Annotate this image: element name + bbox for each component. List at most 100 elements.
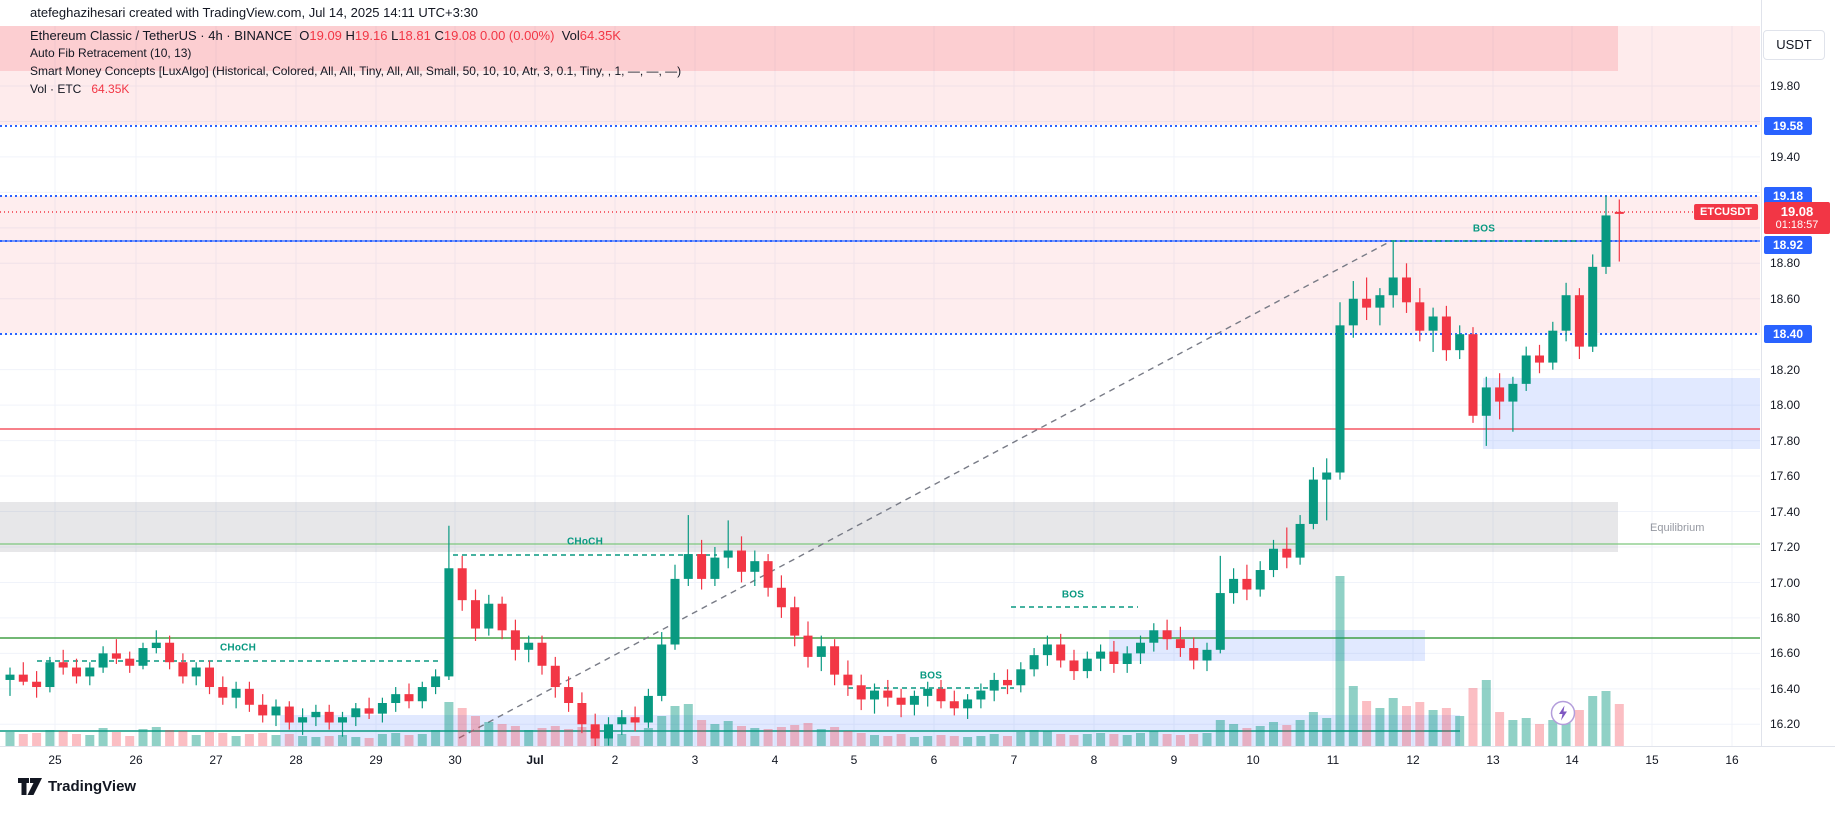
equilibrium-label: Equilibrium — [1650, 522, 1705, 534]
candle — [697, 554, 707, 579]
price-tick-label: 18.20 — [1770, 363, 1801, 377]
candle — [1508, 383, 1518, 402]
candle — [510, 630, 520, 650]
tradingview-logo[interactable]: TradingView — [18, 778, 136, 795]
candle — [1202, 649, 1212, 661]
price-tick-label: 17.60 — [1770, 469, 1801, 483]
fib-level-badge: 18.40 — [1764, 325, 1812, 343]
candle — [165, 642, 175, 663]
candle — [231, 688, 241, 698]
price-axis[interactable]: 19.80 19.40 18.80 18.60 18.20 18.00 17.80 17.60… — [1761, 0, 1835, 746]
price-tick-label: 19.80 — [1770, 79, 1801, 93]
candle — [32, 681, 42, 688]
candle — [856, 685, 866, 700]
candle — [1561, 295, 1571, 331]
legend-smc-row[interactable]: Smart Money Concepts [LuxAlgo] (Historic… — [30, 63, 681, 80]
bar-countdown: 01:18:57 — [1775, 219, 1819, 231]
candle — [125, 658, 135, 666]
trendline[interactable] — [458, 240, 1392, 739]
candle — [750, 561, 760, 572]
time-tick-label: 30 — [448, 753, 462, 767]
ohlc-value: 18.81 — [398, 28, 435, 43]
legend-autofib-row[interactable]: Auto Fib Retracement (10, 13) — [30, 45, 681, 62]
candle — [1375, 295, 1385, 308]
fib-level-badge: 19.18 — [1764, 187, 1812, 205]
time-tick-label: Jul — [526, 753, 544, 767]
candle — [776, 587, 786, 608]
price-tick-label: 17.40 — [1770, 505, 1801, 519]
candle — [1308, 479, 1318, 524]
time-tick-label: 16 — [1725, 753, 1739, 767]
smc-bos-label: BOS — [1472, 223, 1496, 235]
ohlc-key: H — [345, 28, 355, 43]
last-price-badge: 19.08 01:18:57 — [1764, 202, 1830, 234]
price-tick-label: 18.60 — [1770, 292, 1801, 306]
candle — [1082, 658, 1092, 672]
candle — [577, 703, 587, 725]
currency-toggle-button[interactable]: USDT — [1763, 30, 1825, 60]
candle — [404, 694, 414, 702]
candle — [484, 603, 494, 629]
flash-icon[interactable] — [1550, 700, 1576, 726]
candle — [1402, 277, 1411, 303]
legend-symbol-row[interactable]: Ethereum Classic / TetherUS · 4h · BINAN… — [30, 27, 681, 44]
candle — [843, 674, 853, 686]
candle — [1388, 277, 1398, 296]
time-tick-label: 27 — [209, 753, 223, 767]
price-tick-label: 18.00 — [1770, 398, 1801, 412]
candle — [1056, 644, 1066, 661]
time-tick-label: 14 — [1565, 753, 1579, 767]
change-value: 0.00 (0.00%) — [480, 28, 555, 43]
candle — [909, 695, 919, 705]
time-tick-label: 11 — [1326, 753, 1340, 767]
candle — [298, 717, 308, 723]
candle — [1574, 295, 1584, 347]
candle — [763, 561, 773, 588]
candle — [244, 688, 254, 705]
tradingview-logo-icon — [18, 778, 42, 795]
symbol-price-tag: ETCUSDT — [1694, 204, 1758, 220]
candle — [1348, 298, 1358, 326]
candle — [963, 699, 973, 709]
candle — [444, 568, 454, 677]
price-tick-label: 16.60 — [1770, 646, 1801, 660]
fib-and-smc-zones — [0, 26, 1760, 746]
ohlc-value: 19.09 — [309, 28, 346, 43]
candle — [457, 568, 467, 601]
time-tick-label: 2 — [611, 753, 619, 767]
smc-title: Smart Money Concepts [LuxAlgo] (Historic… — [30, 64, 682, 78]
candle — [191, 667, 201, 677]
time-axis[interactable]: 25 26 27 28 29 30 Jul 2 3 4 5 6 7 8 9 10 11 12 13 14 15 16 — [0, 746, 1835, 777]
time-tick-label: 15 — [1645, 753, 1659, 767]
ohlc-key: L — [391, 28, 399, 43]
candle — [271, 706, 281, 716]
candle — [1162, 630, 1172, 640]
time-tick-label: 28 — [289, 753, 303, 767]
candle — [178, 662, 188, 677]
legend-volume-row[interactable]: Vol · ETC 64.35K — [30, 81, 681, 98]
candle — [1362, 298, 1372, 308]
candle — [657, 644, 667, 696]
candle — [1495, 387, 1505, 402]
price-tick-label: 17.20 — [1770, 540, 1801, 554]
candle — [98, 653, 108, 668]
autofib-title: Auto Fib Retracement (10, 13) — [30, 46, 192, 60]
candle — [45, 662, 55, 688]
smc-bos-label: BOS — [919, 670, 943, 682]
candle — [1322, 472, 1332, 480]
candle — [1282, 548, 1292, 558]
candle — [18, 674, 28, 682]
smc-bos-label: BOS — [1061, 589, 1085, 601]
candle — [1521, 355, 1531, 384]
ohlc-key: O — [299, 28, 310, 43]
time-tick-label: 29 — [369, 753, 383, 767]
ohlc-values: O19.09 H19.16 L18.81 C19.08 — [299, 28, 480, 43]
grid — [0, 26, 1760, 746]
smc-choch-label: CHoCH — [567, 536, 603, 548]
candle — [151, 642, 161, 649]
candle — [737, 550, 746, 572]
time-tick-label: 13 — [1486, 753, 1500, 767]
candle — [205, 667, 214, 688]
fib-zone-mid — [0, 196, 1760, 333]
